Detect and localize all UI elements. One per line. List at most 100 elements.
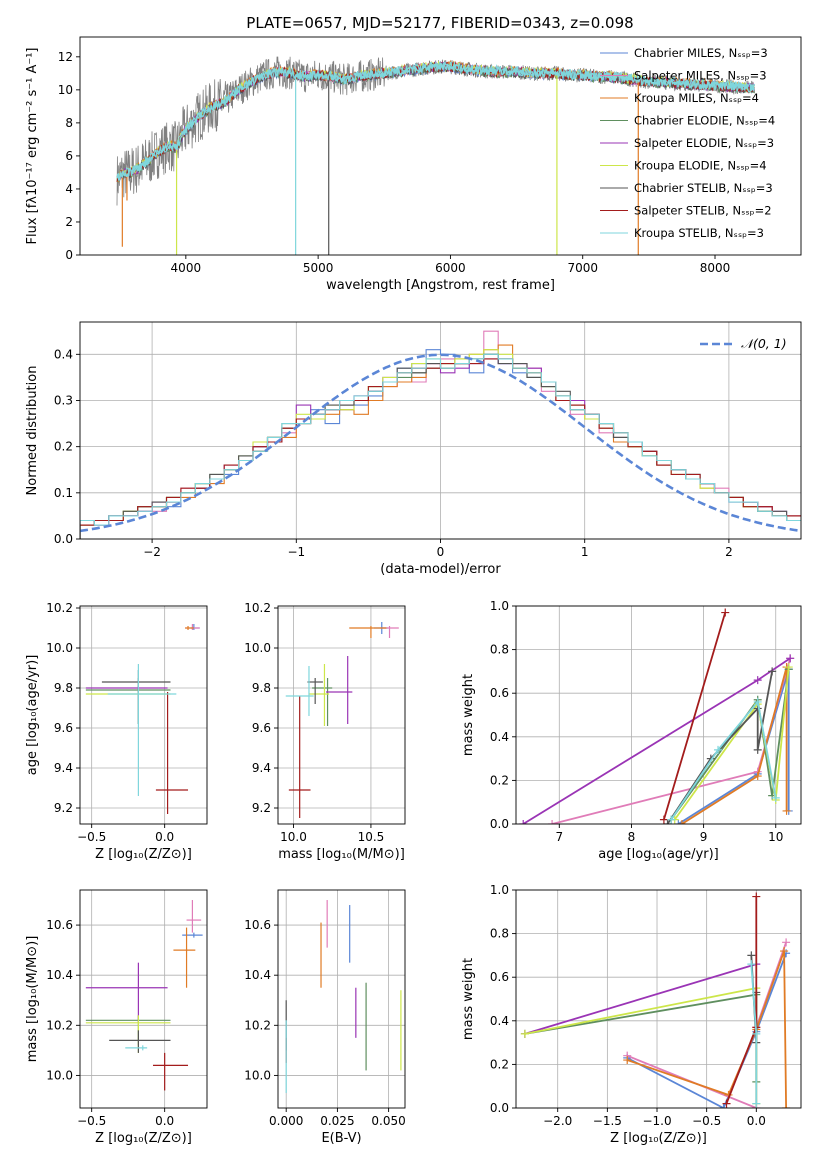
weight-line: [681, 666, 788, 824]
y-tick-label: 12: [58, 50, 73, 64]
plot-area: [85, 900, 203, 1091]
y-tick-label: 10.2: [244, 601, 271, 615]
mass-vs-ebv-panel: 0.000 0.025 0.050 10.0 10.2 10.4 10.6 E(B-V): [244, 889, 406, 1146]
weight-marker: [752, 1029, 761, 1038]
y-tick-label: 10.2: [244, 1018, 271, 1032]
x-tick-label: −1.0: [642, 1114, 671, 1128]
x-tick-label: −0.5: [77, 1114, 106, 1128]
plot-area: [285, 900, 402, 1093]
weight-line: [524, 993, 758, 1082]
x-tick-label: 10.5: [358, 830, 385, 844]
x-tick-label: 8: [628, 830, 636, 844]
model-spectrum: [116, 61, 755, 181]
weight-marker: [667, 815, 676, 824]
weight-marker: [753, 697, 762, 706]
x-tick-label: 2: [725, 545, 733, 559]
axes-frame: [79, 605, 208, 825]
x-tick-label: 9: [700, 830, 708, 844]
weight-vs-age-panel: 7 8 9 10 0.0 0.2 0.4 0.6 0.8 1.0 age [log₁₀(age/yr…: [461, 599, 802, 862]
plot-area: [520, 892, 791, 1108]
weight-marker: [768, 667, 777, 676]
y-tick-label: 10.2: [46, 1018, 73, 1032]
mass-vs-metallicity-panel: −0.5 0.0 10.0 10.2 10.4 10.6 Z [log₁₀(Z/Z⊙)] ma…: [25, 889, 208, 1146]
y-tick-label: 0.4: [490, 1014, 509, 1028]
residuals-panel: −2 −1 0 1 2 0.0 0.1 0.2 0.3 0.4 (data-model)/error…: [25, 321, 802, 577]
weight-line: [522, 657, 791, 824]
y-tick-label: 0.2: [54, 440, 73, 454]
weight-marker: [747, 951, 756, 960]
y-tick-label: 0.6: [490, 970, 509, 984]
y-tick-label: 9.2: [54, 801, 73, 815]
x-tick-label: 7000: [567, 261, 598, 275]
y-tick-label: 0.4: [54, 347, 73, 361]
x-tick-label: 0: [437, 545, 445, 559]
legend-label: Kroupa ELODIE, Nₛₛₚ=4: [634, 159, 767, 173]
y-tick-label: 9.6: [54, 721, 73, 735]
y-tick-label: 9.6: [252, 721, 271, 735]
y-tick-label: 10.6: [46, 918, 73, 932]
y-axis-label: Flux [fλ10⁻¹⁷ erg cm⁻² s⁻¹ A⁻¹]: [25, 48, 40, 245]
y-tick-label: 1.0: [490, 599, 509, 613]
y-tick-label: 0: [65, 248, 73, 262]
y-tick-label: 4: [65, 182, 73, 196]
y-tick-label: 0.2: [490, 773, 509, 787]
weight-marker: [520, 1029, 529, 1038]
y-tick-label: 9.8: [252, 681, 271, 695]
x-tick-label: 7: [555, 830, 563, 844]
grid: [278, 606, 405, 824]
x-tick-label: 0.000: [269, 1114, 303, 1128]
x-tick-label: 0.050: [371, 1114, 405, 1128]
plot-area: [116, 56, 756, 255]
y-axis-label: mass weight: [461, 674, 476, 756]
legend-label: Salpeter ELODIE, Nₛₛₚ=3: [634, 136, 774, 150]
x-tick-label: 4000: [171, 261, 202, 275]
weight-vs-metallicity-panel: −2.0 −1.5 −1.0 −0.5 0.0 0.0 0.2 0.4 0.6 0.8 1.0 Z […: [461, 883, 802, 1146]
axes-frame: [515, 605, 802, 825]
weight-line: [725, 896, 758, 1104]
weight-line: [670, 699, 777, 821]
axes-frame: [277, 605, 406, 825]
weight-marker: [784, 663, 793, 672]
y-tick-label: 10.0: [244, 641, 271, 655]
age-vs-metallicity-panel: −0.5 0.0 9.2 9.4 9.6 9.8 10.0 10.2 Z [log₁₀(Z/Z⊙…: [25, 601, 208, 862]
weight-marker: [771, 793, 780, 802]
x-tick-label: 8000: [700, 261, 731, 275]
y-tick-label: 10.6: [244, 918, 271, 932]
weight-marker: [782, 938, 791, 947]
weight-marker: [782, 1104, 791, 1108]
y-tick-label: 10: [58, 83, 73, 97]
y-axis-label: age [log₁₀(age/yr)]: [25, 655, 40, 776]
legend-label: Kroupa STELIB, Nₛₛₚ=3: [634, 226, 764, 240]
x-axis-label: Z [log₁₀(Z/Z⊙)]: [95, 1131, 192, 1146]
y-tick-label: 10.2: [46, 601, 73, 615]
weight-marker: [548, 820, 557, 824]
x-tick-label: 6000: [435, 261, 466, 275]
x-axis-label: Z [log₁₀(Z/Z⊙)]: [610, 1131, 707, 1146]
normal-curve: [80, 353, 799, 533]
plot-area: [80, 330, 801, 539]
weight-marker: [780, 947, 789, 956]
weight-marker: [752, 1099, 761, 1108]
grid: [80, 606, 207, 824]
x-axis-label: age [log₁₀(age/yr)]: [598, 847, 719, 862]
axes-frame: [79, 36, 802, 256]
weight-marker: [519, 820, 528, 824]
legend-label: Chabrier ELODIE, Nₛₛₚ=4: [634, 114, 775, 128]
grid: [278, 890, 405, 1108]
y-tick-label: 8: [65, 116, 73, 130]
x-axis-label: mass [log₁₀(M/M⊙)]: [278, 847, 405, 862]
x-tick-label: 10.0: [280, 830, 307, 844]
weight-marker: [721, 608, 730, 617]
weight-marker: [674, 820, 683, 824]
y-tick-label: 0.0: [54, 532, 73, 546]
weight-marker: [659, 815, 668, 824]
legend-label: Kroupa MILES, Nₛₛₚ=4: [634, 91, 759, 105]
y-tick-label: 2: [65, 215, 73, 229]
y-tick-label: 9.2: [252, 801, 271, 815]
y-tick-label: 9.8: [54, 681, 73, 695]
weight-line: [524, 963, 757, 1035]
x-tick-label: −1: [287, 545, 305, 559]
x-tick-label: −0.5: [77, 830, 106, 844]
spectrum-panel: 4000 5000 6000 7000 8000 0 2 4 6 8 10 12 wavelength …: [25, 36, 802, 293]
